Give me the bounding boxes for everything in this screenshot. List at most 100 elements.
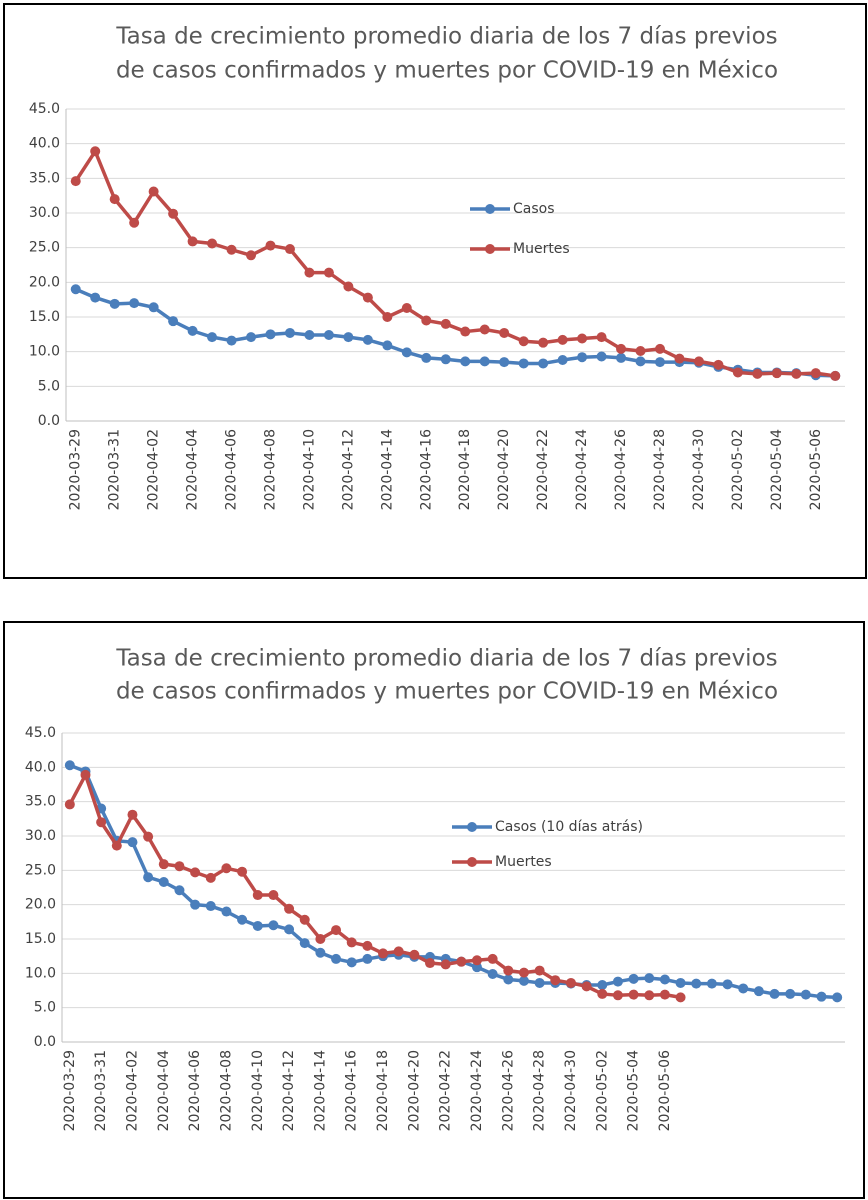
data-point	[382, 340, 393, 351]
data-point	[111, 840, 122, 851]
data-point	[800, 989, 811, 1000]
legend-label: Muertes	[495, 854, 552, 870]
data-point	[421, 352, 432, 363]
data-point	[628, 973, 639, 984]
data-point	[143, 831, 154, 842]
x-tick-label: 2020-04-28	[532, 1050, 548, 1131]
data-point	[393, 946, 404, 957]
data-point	[612, 976, 623, 987]
y-tick-label: 45.0	[29, 101, 60, 117]
data-point	[409, 949, 420, 960]
x-tick-label: 2020-04-28	[652, 429, 668, 510]
data-point	[284, 244, 295, 255]
data-point	[174, 861, 185, 872]
x-tick-label: 2020-04-20	[496, 429, 512, 510]
y-tick-label: 30.0	[25, 828, 56, 844]
data-point	[346, 957, 357, 968]
data-point	[323, 330, 334, 341]
x-tick-label: 2020-05-02	[594, 1050, 610, 1131]
x-tick-label: 2020-04-10	[301, 429, 317, 510]
data-point	[205, 872, 216, 883]
data-point	[129, 298, 140, 309]
chart-title: Tasa de crecimiento promedio diaria de l…	[115, 24, 777, 50]
data-point	[421, 315, 432, 326]
data-point	[331, 925, 342, 936]
chart-title: de casos confirmados y muertes por COVID…	[116, 58, 778, 84]
data-point	[299, 938, 310, 949]
data-point	[616, 352, 627, 363]
x-tick-label: 2020-05-04	[769, 429, 785, 510]
data-point	[90, 146, 101, 157]
data-point	[109, 298, 120, 309]
legend-marker	[467, 822, 477, 832]
data-point	[226, 244, 237, 255]
y-tick-label: 10.0	[29, 344, 60, 360]
x-tick-label: 2020-04-06	[187, 1050, 203, 1131]
data-point	[440, 318, 451, 329]
x-tick-label: 2020-04-24	[469, 1050, 485, 1131]
data-point	[252, 890, 263, 901]
legend-label: Muertes	[513, 241, 570, 257]
data-point	[693, 356, 704, 367]
data-point	[675, 977, 686, 988]
y-tick-label: 40.0	[25, 759, 56, 775]
x-tick-label: 2020-04-30	[691, 429, 707, 510]
data-point	[80, 769, 91, 780]
data-point	[190, 867, 201, 878]
data-point	[596, 351, 607, 362]
data-point	[440, 959, 451, 970]
data-point	[284, 327, 295, 338]
data-point	[440, 354, 451, 365]
series-line	[74, 149, 836, 378]
data-point	[534, 977, 545, 988]
x-tick-label: 2020-03-29	[62, 1050, 78, 1131]
legend-label: Casos (10 días atrás)	[495, 819, 643, 835]
data-point	[382, 312, 393, 322]
data-point	[143, 872, 154, 883]
data-point	[644, 990, 655, 1001]
data-point	[503, 965, 514, 976]
data-point	[343, 332, 354, 343]
x-tick-label: 2020-05-04	[626, 1050, 642, 1131]
data-point	[362, 953, 373, 964]
data-point	[460, 356, 471, 367]
data-point	[64, 760, 75, 771]
data-point	[246, 332, 257, 343]
data-point	[791, 368, 802, 379]
data-point	[479, 356, 490, 367]
data-point	[284, 903, 295, 914]
y-tick-label: 35.0	[29, 170, 60, 186]
y-tick-label: 25.0	[29, 240, 60, 256]
data-point	[597, 980, 608, 991]
data-point	[362, 292, 373, 303]
data-point	[168, 316, 179, 327]
chart-title: Tasa de crecimiento promedio diaria de l…	[115, 646, 777, 672]
data-point	[343, 281, 354, 292]
data-point	[226, 335, 237, 346]
x-tick-label: 2020-04-02	[124, 1050, 140, 1131]
data-point	[127, 837, 138, 848]
data-point	[190, 899, 201, 910]
data-point	[518, 967, 529, 978]
data-point	[158, 877, 169, 888]
data-point	[158, 859, 169, 870]
data-point	[64, 799, 75, 810]
data-point	[207, 238, 218, 249]
data-point	[148, 186, 159, 197]
y-tick-label: 45.0	[25, 725, 56, 741]
data-point	[635, 356, 646, 367]
data-point	[70, 176, 81, 187]
data-point	[299, 914, 310, 925]
data-point	[769, 988, 780, 999]
data-point	[362, 940, 373, 951]
data-point	[732, 367, 743, 378]
x-tick-label: 2020-04-12	[340, 429, 356, 510]
x-tick-label: 2020-05-02	[730, 429, 746, 510]
data-point	[471, 955, 482, 966]
x-tick-label: 2020-03-29	[68, 429, 84, 510]
data-point	[785, 988, 796, 999]
chart-frame	[3, 621, 865, 1199]
data-point	[612, 990, 623, 1001]
data-point	[315, 934, 326, 944]
